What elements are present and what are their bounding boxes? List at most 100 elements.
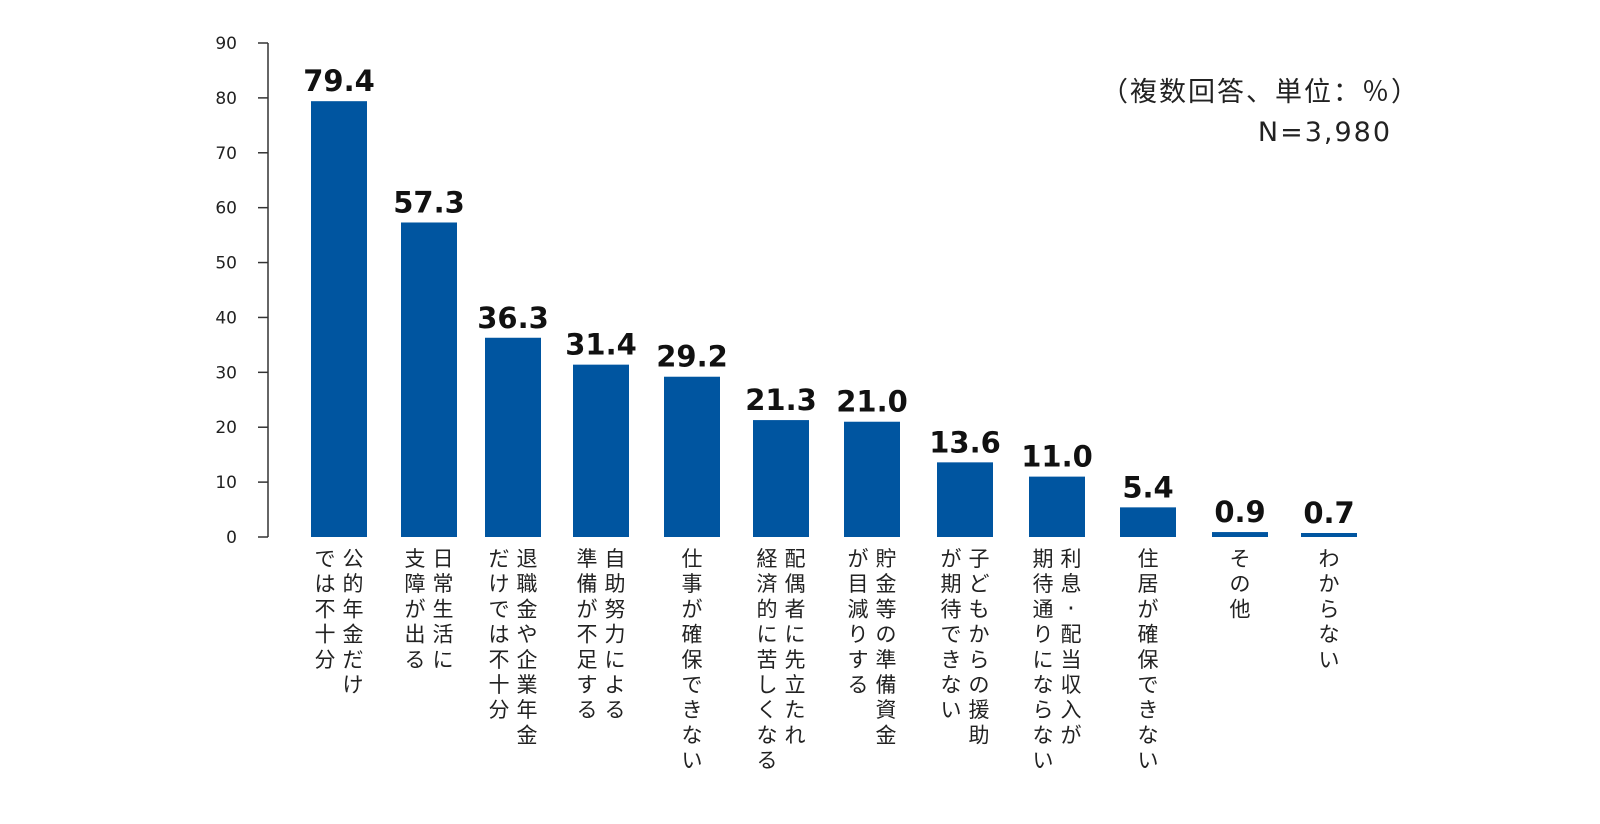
- category-char: い: [682, 749, 703, 773]
- y-tick-label: 40: [215, 308, 237, 328]
- category-char: 入: [1061, 698, 1082, 722]
- category-char: で: [489, 597, 510, 621]
- bar: [1301, 533, 1357, 537]
- category-char: で: [1138, 673, 1159, 697]
- category-char: 助: [969, 723, 990, 747]
- category-char: ど: [969, 572, 990, 596]
- category-char: 生: [433, 597, 454, 621]
- value-label: 11.0: [1021, 440, 1093, 474]
- category-char: 職: [517, 572, 538, 596]
- category-char: 等: [876, 597, 897, 621]
- category-char: は: [315, 572, 336, 596]
- category-char: 偶: [785, 572, 806, 596]
- category-char: 通: [1033, 597, 1054, 621]
- category-char: で: [315, 547, 336, 571]
- category-char: に: [605, 648, 626, 672]
- category-char: 当: [1061, 648, 1082, 672]
- category-char: る: [848, 673, 869, 697]
- category-char: 助: [605, 572, 626, 596]
- value-label: 0.7: [1303, 496, 1354, 530]
- category-char: の: [969, 673, 990, 697]
- category-char: だ: [489, 547, 510, 571]
- category-char: 足: [577, 648, 598, 672]
- category-char: が: [1061, 723, 1082, 747]
- category-char: が: [941, 547, 962, 571]
- category-char: 自: [605, 547, 626, 571]
- category-char: 支: [405, 547, 426, 571]
- category-char: 貯: [876, 547, 897, 571]
- value-label: 0.9: [1214, 495, 1265, 529]
- y-tick-label: 30: [215, 363, 237, 383]
- category-char: い: [941, 698, 962, 722]
- category-char: す: [577, 673, 598, 697]
- category-char: 立: [785, 673, 806, 697]
- category-char: ·: [1067, 594, 1075, 622]
- category-char: た: [785, 698, 806, 722]
- category-char: い: [1319, 648, 1340, 672]
- category-char: 活: [433, 623, 454, 647]
- category-char: や: [517, 623, 538, 647]
- category-char: る: [405, 648, 426, 672]
- category-char: 金: [876, 572, 897, 596]
- category-char: 備: [577, 572, 598, 596]
- category-char: 苦: [757, 648, 778, 672]
- category-char: で: [941, 623, 962, 647]
- category-char: 企: [517, 648, 538, 672]
- category-char: 収: [1061, 673, 1082, 697]
- bars: [311, 101, 1357, 537]
- category-char: な: [1319, 623, 1340, 647]
- category-char: そ: [1230, 547, 1251, 571]
- category-char: り: [848, 623, 869, 647]
- category-char: で: [682, 673, 703, 697]
- category-char: よ: [605, 673, 626, 697]
- value-labels: 79.4 57.3 36.3 31.4 29.2 21.3 21.0 13.6 11.0 5.4 0…: [303, 64, 1354, 530]
- bar: [937, 462, 993, 537]
- category-char: 備: [876, 673, 897, 697]
- category-char: 待: [941, 597, 962, 621]
- category-char: き: [941, 648, 962, 672]
- bar: [401, 222, 457, 537]
- value-label: 5.4: [1122, 470, 1173, 504]
- category-char: だ: [343, 648, 364, 672]
- category-char: が: [1138, 597, 1159, 621]
- category-char: 仕: [682, 547, 703, 571]
- category-char: か: [969, 623, 990, 647]
- category-char: 配: [785, 547, 806, 571]
- category-char: 先: [785, 648, 806, 672]
- category-char: 不: [489, 648, 510, 672]
- category-char: 的: [757, 597, 778, 621]
- category-char: か: [1319, 572, 1340, 596]
- category-char: し: [757, 673, 778, 697]
- category-char: が: [848, 547, 869, 571]
- value-label: 57.3: [393, 185, 465, 219]
- category-char: 力: [605, 623, 626, 647]
- category-char: 十: [489, 673, 510, 697]
- category-char: 援: [969, 698, 990, 722]
- category-char: 出: [405, 623, 426, 647]
- category-char: 準: [577, 547, 598, 571]
- y-tick-label: 20: [215, 418, 237, 438]
- category-char: い: [1138, 749, 1159, 773]
- value-label: 31.4: [565, 328, 637, 362]
- y-axis: 0 10 20 30 40 50 60 70 80 90: [215, 34, 269, 548]
- y-tick-label: 70: [215, 144, 237, 164]
- category-char: 退: [517, 547, 538, 571]
- category-char: 資: [876, 698, 897, 722]
- category-char: に: [757, 623, 778, 647]
- bar: [1120, 507, 1176, 537]
- category-char: 分: [489, 698, 510, 722]
- category-char: 年: [343, 597, 364, 621]
- note-unit: （複数回答、単位：％）: [1101, 77, 1420, 108]
- category-char: が: [682, 597, 703, 621]
- bar: [573, 364, 629, 537]
- category-char: 日: [433, 547, 454, 571]
- category-char: る: [757, 749, 778, 773]
- category-char: が: [577, 597, 598, 621]
- category-char: け: [489, 572, 510, 596]
- category-char: 保: [682, 648, 703, 672]
